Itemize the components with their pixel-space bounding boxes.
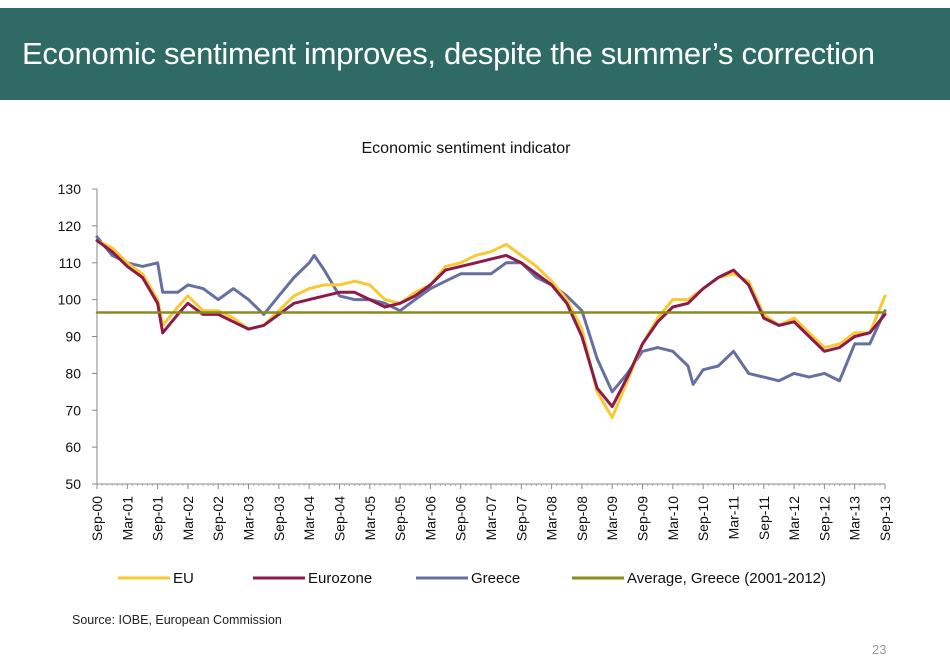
x-tick-label: Sep-10 — [695, 496, 711, 541]
x-tick-label: Mar-04 — [301, 496, 317, 541]
x-tick-label: Sep-06 — [453, 496, 469, 541]
legend-label: Eurozone — [308, 570, 372, 587]
x-tick-label: Mar-05 — [362, 496, 378, 541]
legend-label: Greece — [471, 570, 520, 587]
x-tick-label: Sep-03 — [271, 496, 287, 541]
x-tick-label: Sep-09 — [635, 496, 651, 541]
x-tick-label: Sep-08 — [574, 496, 590, 541]
x-tick-label: Sep-05 — [392, 496, 408, 541]
x-tick-label: Mar-07 — [483, 496, 499, 541]
legend-label: EU — [173, 570, 194, 587]
x-tick-label: Mar-02 — [180, 496, 196, 541]
page-title: Economic sentiment improves, despite the… — [22, 36, 875, 71]
y-tick-label: 130 — [58, 181, 82, 197]
y-tick-label: 80 — [65, 365, 81, 381]
y-tick-label: 70 — [65, 402, 81, 418]
x-tick-label: Mar-01 — [119, 496, 135, 541]
x-tick-label: Mar-09 — [604, 496, 620, 541]
series-line-greece — [95, 235, 887, 394]
title-banner: Economic sentiment improves, despite the… — [0, 8, 950, 100]
y-tick-label: 90 — [65, 329, 81, 345]
x-tick-label: Sep-02 — [210, 496, 226, 541]
x-tick-label: Sep-01 — [150, 496, 166, 541]
y-tick-label: 120 — [58, 218, 82, 234]
x-tick-label: Sep-07 — [513, 496, 529, 541]
x-tick-label: Mar-08 — [544, 496, 560, 541]
source-note: Source: IOBE, European Commission — [72, 613, 282, 627]
y-tick-label: 110 — [59, 255, 82, 271]
page-number: 23 — [872, 642, 887, 657]
x-tick-label: Mar-03 — [241, 496, 257, 541]
x-tick-label: Sep-11 — [756, 496, 772, 540]
x-tick-label: Mar-13 — [847, 496, 863, 541]
x-tick-label: Mar-12 — [786, 496, 802, 541]
y-tick-label: 60 — [65, 439, 81, 455]
series-line-eu — [95, 239, 887, 420]
x-tick-label: Mar-06 — [422, 496, 438, 541]
x-tick-label: Mar-11 — [725, 496, 741, 540]
legend-label: Average, Greece (2001-2012) — [627, 570, 826, 587]
x-tick-label: Sep-00 — [89, 496, 105, 541]
top-strip — [0, 0, 950, 8]
x-tick-label: Mar-10 — [665, 496, 681, 541]
series-line-eurozone — [95, 239, 887, 409]
x-tick-label: Sep-13 — [877, 496, 893, 541]
x-tick-label: Sep-12 — [816, 496, 832, 541]
y-tick-label: 100 — [58, 292, 82, 308]
y-tick-label: 50 — [65, 476, 81, 492]
chart-title: Economic sentiment indicator — [362, 140, 572, 157]
x-tick-label: Sep-04 — [331, 496, 347, 541]
